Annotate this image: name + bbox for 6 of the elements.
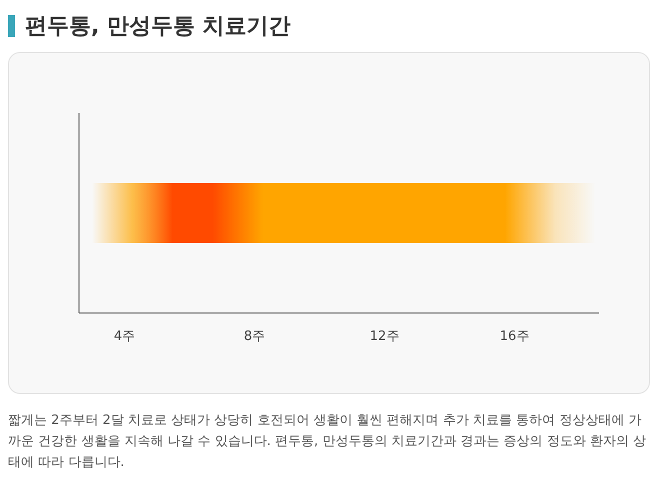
x-tick-label: 16주 bbox=[500, 329, 530, 344]
x-tick-label: 8주 bbox=[244, 329, 266, 344]
chart-title: 편두통, 만성두통 치료기간 bbox=[25, 13, 291, 41]
x-tick-label: 4주 bbox=[114, 329, 136, 344]
text: 짧게는 2주부터 2달 치료로 상태가 상당히 호전되어 생활이 훨씬 편해지며 추가 치료를 통하여 정상상태에 가까운 건강한 생활을 지속해 나갈 수 있습니다. 편두통, 만성두통의 치료기간과 경과는 증상의 정도와 환자의 상태에 따라 다릅니다. bbox=[8, 412, 648, 472]
x-tick-label: 12주 bbox=[370, 329, 400, 344]
